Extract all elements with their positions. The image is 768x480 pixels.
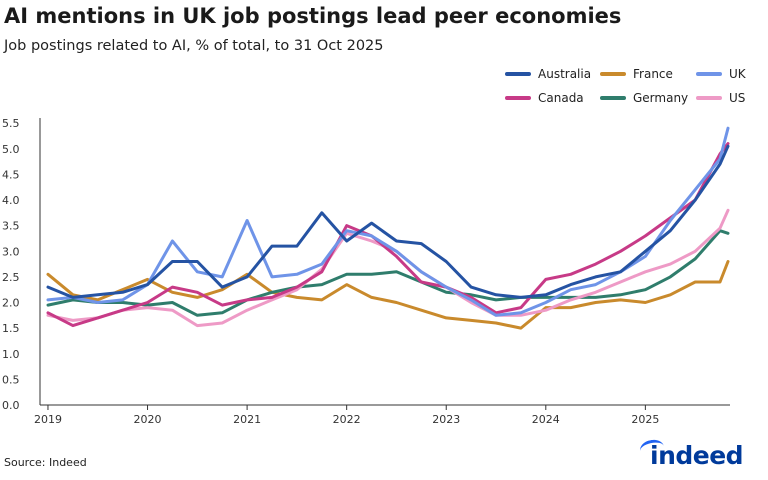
x-tick-label: 2019 bbox=[34, 413, 62, 426]
y-tick-label: 2.5 bbox=[2, 271, 20, 284]
x-tick-label: 2021 bbox=[233, 413, 261, 426]
y-tick-label: 3.0 bbox=[2, 245, 20, 258]
x-tick-label: 2022 bbox=[333, 413, 361, 426]
y-tick-label: 1.0 bbox=[2, 348, 20, 361]
chart-subtitle: Job postings related to AI, % of total, … bbox=[4, 38, 384, 54]
x-tick-label: 2025 bbox=[631, 413, 659, 426]
legend-swatch bbox=[600, 96, 626, 100]
y-tick-label: 0.0 bbox=[2, 399, 20, 412]
legend-label: France bbox=[633, 67, 673, 81]
axes: 0.0 0.5 1.0 1.5 2.0 2.5 3.0 3.5 4.0 4.5 5.0 5.5 2019… bbox=[2, 117, 730, 426]
y-tick-label: 4.5 bbox=[2, 168, 20, 181]
legend-label: Germany bbox=[633, 91, 689, 105]
legend-swatch bbox=[505, 96, 531, 100]
y-tick-label: 1.5 bbox=[2, 322, 20, 335]
x-tick-label: 2024 bbox=[532, 413, 560, 426]
legend-label: Australia bbox=[538, 67, 592, 81]
legend-swatch bbox=[696, 96, 722, 100]
chart-title: AI mentions in UK job postings lead peer… bbox=[4, 4, 622, 28]
legend-swatch bbox=[696, 72, 722, 76]
series-line-france bbox=[46, 260, 730, 330]
legend-label: Canada bbox=[538, 91, 584, 105]
source-note: Source: Indeed bbox=[4, 456, 87, 469]
series-line-australia bbox=[46, 144, 730, 299]
legend-swatch bbox=[600, 72, 626, 76]
y-tick-label: 4.0 bbox=[2, 194, 20, 207]
series-line-germany bbox=[46, 229, 730, 317]
legend-label: UK bbox=[729, 67, 746, 81]
legend-swatch bbox=[505, 72, 531, 76]
x-tick-label: 2023 bbox=[432, 413, 460, 426]
logo-text: indeed bbox=[650, 441, 744, 470]
y-tick-label: 5.0 bbox=[2, 143, 20, 156]
series-line-uk bbox=[46, 126, 730, 317]
y-tick-label: 0.5 bbox=[2, 373, 20, 386]
legend-label: US bbox=[729, 91, 746, 105]
x-tick-label: 2020 bbox=[134, 413, 162, 426]
series-lines bbox=[46, 126, 730, 330]
y-tick-label: 2.0 bbox=[2, 297, 20, 310]
series-line-canada bbox=[46, 142, 730, 328]
y-tick-label: 3.5 bbox=[2, 220, 20, 233]
indeed-logo: indeed bbox=[638, 437, 750, 472]
y-tick-label: 5.5 bbox=[2, 117, 20, 130]
